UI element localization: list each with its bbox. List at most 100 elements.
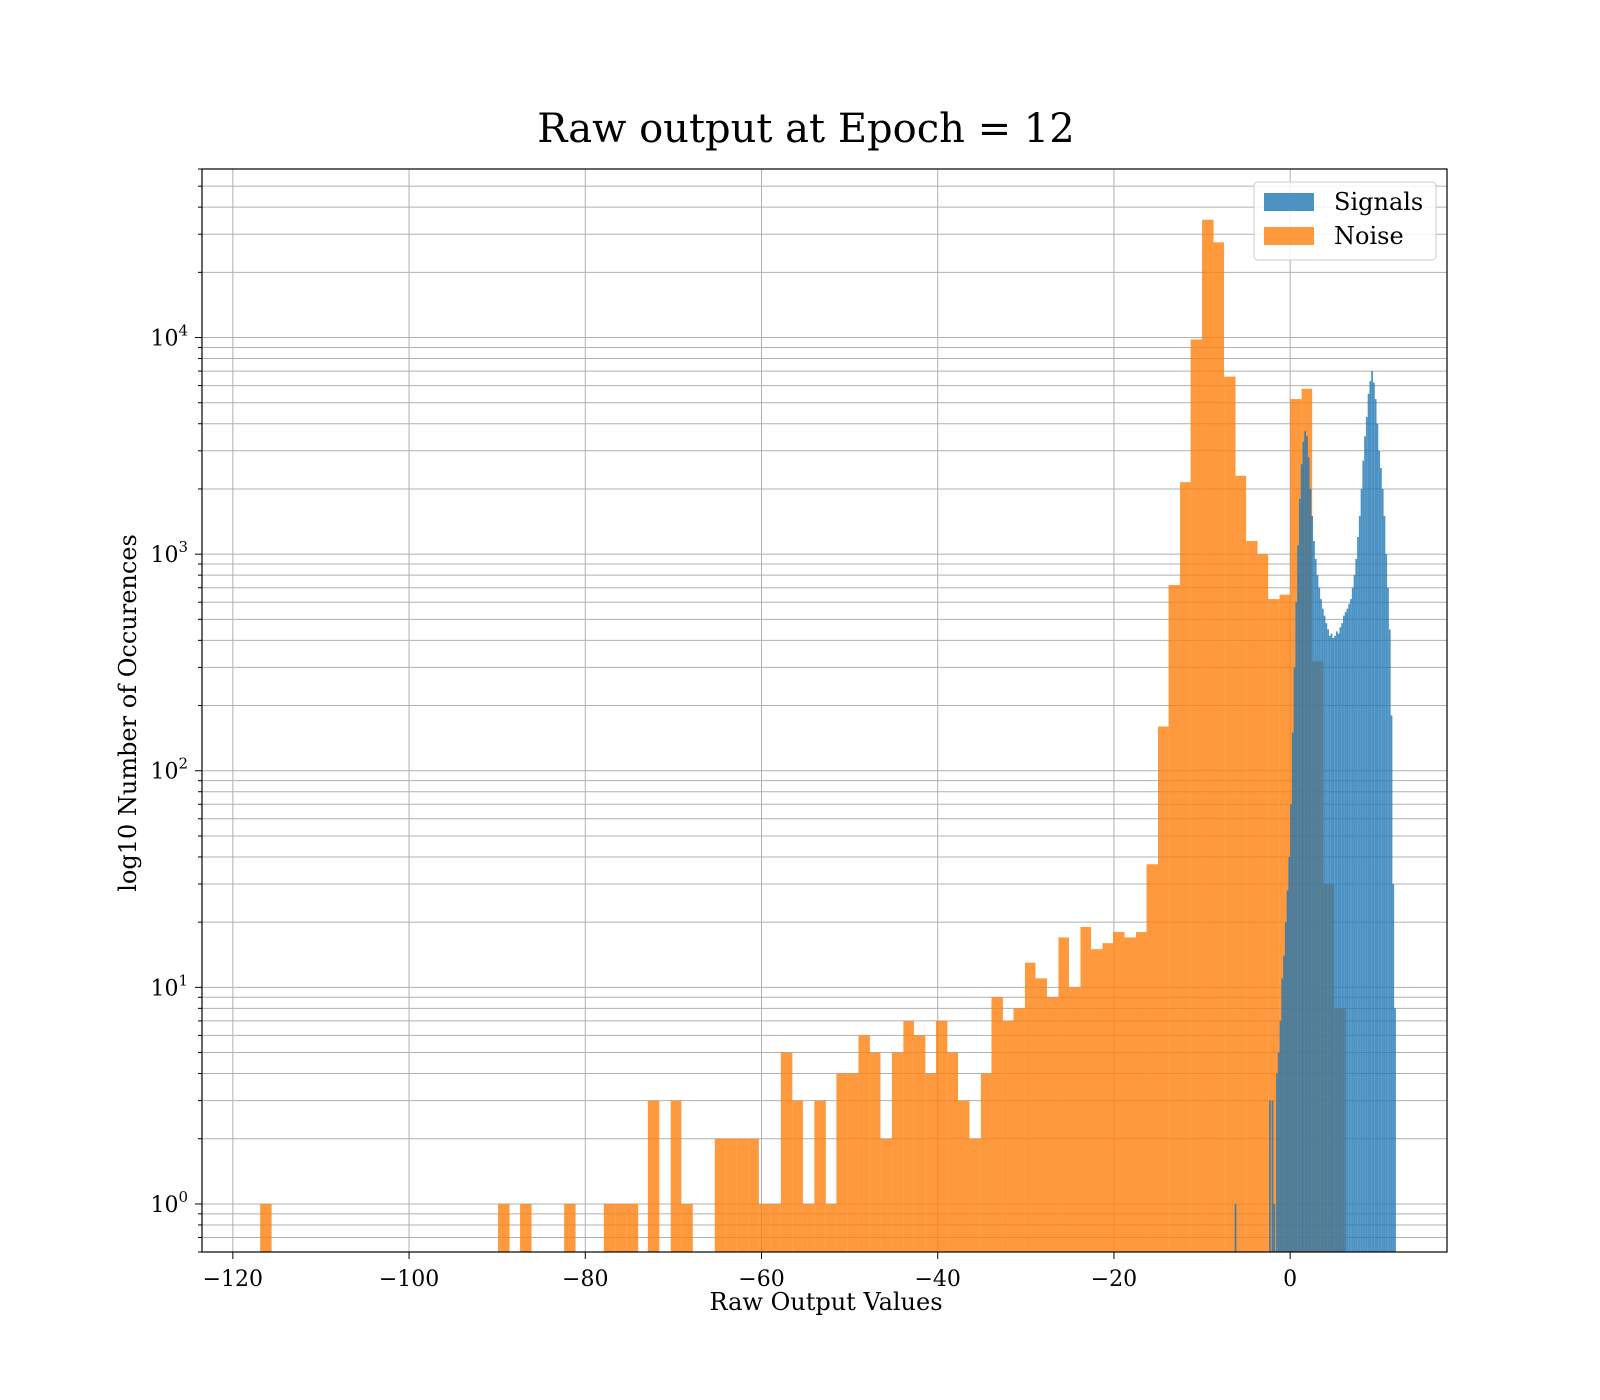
signals-bar — [1321, 608, 1324, 1252]
y-axis-ticks: 100 101 102 103 104 — [150, 168, 202, 1253]
signals-bar — [1328, 635, 1331, 1252]
signals-bar — [1279, 1020, 1282, 1252]
signals-bar — [1307, 457, 1310, 1253]
noise-bar — [825, 1203, 837, 1252]
noise-bar — [1190, 339, 1203, 1252]
signals-bar — [1325, 623, 1328, 1252]
y-tick-label: 104 — [150, 322, 188, 352]
signals-bar — [1344, 612, 1347, 1252]
signals-bar — [1339, 627, 1342, 1252]
signals-bar — [1283, 955, 1285, 1252]
noise-bar — [891, 1052, 904, 1252]
signals-bar — [1306, 436, 1308, 1252]
signals-bar — [1371, 371, 1373, 1252]
noise-bar — [647, 1100, 660, 1252]
y-tick-label: 100 — [150, 1188, 188, 1218]
x-tick-label: 0 — [1283, 1267, 1297, 1292]
signals-bar — [1234, 1203, 1237, 1252]
noise-bar — [736, 1138, 749, 1252]
noise-bar — [626, 1203, 639, 1252]
signals-bar — [1313, 541, 1315, 1252]
noise-bar — [1024, 962, 1036, 1252]
signals-bar — [1314, 558, 1317, 1252]
signals-bar — [1309, 488, 1312, 1252]
signals-bar — [1286, 890, 1289, 1252]
y-tick-label: 102 — [150, 755, 188, 785]
noise-bar — [1246, 541, 1258, 1252]
noise-bar — [1213, 242, 1225, 1253]
noise-bar — [903, 1020, 914, 1252]
signals-bar — [1341, 623, 1344, 1252]
noise-bar — [869, 1052, 881, 1252]
noise-bar — [1080, 926, 1092, 1252]
legend-label-noise: Noise — [1334, 222, 1404, 250]
signals-bar — [1273, 1203, 1276, 1252]
noise-bar — [1102, 943, 1114, 1252]
plot-area-frame — [201, 168, 1448, 1253]
x-tick-label: −60 — [738, 1267, 784, 1292]
signals-bar — [1318, 587, 1321, 1252]
signals-bar — [1376, 423, 1379, 1253]
signals-bar — [1380, 467, 1382, 1253]
signals-bar — [1293, 667, 1296, 1252]
signals-bar — [1353, 575, 1356, 1252]
noise-bar — [260, 1203, 272, 1252]
x-tick-label: −100 — [379, 1267, 439, 1292]
signals-bar — [1298, 498, 1301, 1252]
signals-bar — [1367, 393, 1370, 1252]
signals-bar — [1369, 381, 1372, 1253]
x-axis-ticks: −120 −100 −80 −60 −40 −20 0 — [203, 1252, 1297, 1292]
y-tick-label: 103 — [150, 538, 188, 568]
noise-bar — [980, 1073, 992, 1252]
signals-bar — [1365, 416, 1368, 1252]
signals-bar — [1392, 884, 1395, 1252]
noise-bar — [836, 1073, 848, 1252]
noise-bar — [802, 1203, 815, 1252]
noise-bar — [725, 1138, 737, 1252]
signals-bar — [1387, 587, 1389, 1252]
x-tick-label: −120 — [203, 1267, 263, 1292]
noise-bar — [1113, 932, 1125, 1252]
signals-bar — [1357, 536, 1359, 1252]
signals-bar — [1343, 615, 1345, 1252]
signals-bar — [1284, 922, 1287, 1252]
noise-bar — [1013, 1008, 1025, 1252]
noise-bar — [858, 1035, 870, 1252]
signals-bar — [1295, 602, 1298, 1252]
x-tick-label: −80 — [562, 1267, 608, 1292]
signals-bar — [1290, 804, 1292, 1252]
noise-bar — [564, 1203, 576, 1252]
noise-bar — [1180, 482, 1191, 1253]
noise-bar — [1224, 376, 1236, 1252]
noise-bar — [681, 1203, 693, 1252]
noise-bar — [1058, 937, 1070, 1252]
signals-bar — [1269, 1100, 1271, 1252]
signals-bar — [1362, 460, 1365, 1252]
signals-bar — [1300, 464, 1303, 1252]
signals-bar — [1297, 545, 1299, 1252]
noise-bar — [1035, 978, 1047, 1252]
noise-bar — [1002, 1020, 1014, 1252]
signals-bar — [1358, 516, 1361, 1252]
noise-bar — [1168, 585, 1181, 1252]
signals-bar — [1330, 633, 1333, 1252]
noise-bar — [1257, 554, 1269, 1252]
noise-bar — [520, 1203, 532, 1252]
y-axis-label: log10 Number of Occurences — [114, 534, 142, 892]
signals-bar — [1302, 441, 1305, 1253]
signals-bar — [1276, 1073, 1278, 1252]
legend-swatch-signals — [1264, 193, 1314, 211]
signals-bar — [1355, 558, 1358, 1252]
noise-bar — [957, 1100, 970, 1252]
signals-bar — [1291, 732, 1294, 1252]
signals-bar — [1311, 516, 1314, 1252]
x-axis-label: Raw Output Values — [709, 1288, 942, 1316]
noise-bar — [1135, 932, 1147, 1252]
legend-swatch-noise — [1264, 227, 1314, 245]
signals-bar — [1350, 599, 1352, 1252]
legend: Signals Noise — [1253, 181, 1437, 261]
x-tick-label: −40 — [915, 1267, 961, 1292]
signals-bars — [1234, 371, 1396, 1253]
signals-bar — [1335, 631, 1338, 1252]
